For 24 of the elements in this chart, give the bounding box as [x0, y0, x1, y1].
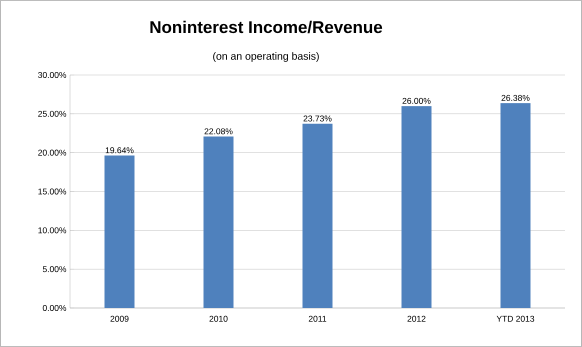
x-tick-label: YTD 2013	[496, 316, 534, 322]
bar	[104, 155, 134, 308]
bar	[500, 103, 530, 308]
y-tick-label: 25.00%	[38, 110, 66, 117]
bar	[204, 136, 234, 308]
bar	[302, 124, 332, 308]
x-tick-label: 2012	[408, 316, 426, 322]
data-label: 22.08%	[204, 128, 233, 134]
y-tick-label: 20.00%	[38, 150, 66, 156]
y-tick-label: 5.00%	[42, 266, 66, 272]
data-label: 19.64%	[106, 147, 134, 154]
y-tick-label: 0.00%	[42, 305, 66, 311]
bar	[402, 106, 432, 308]
data-label: 26.00%	[402, 98, 431, 104]
data-label: 23.73%	[304, 116, 332, 122]
x-tick-label: 2009	[110, 316, 129, 322]
y-tick-label: 15.00%	[38, 188, 66, 194]
x-tick-label: 2011	[308, 316, 326, 322]
x-tick-label: 2010	[210, 316, 228, 322]
y-tick-label: 30.00%	[38, 72, 66, 78]
chart-title: Noninterest Income/Revenue	[150, 20, 382, 34]
y-tick-label: 10.00%	[38, 227, 66, 234]
chart-subtitle: (on an operating basis)	[213, 52, 319, 62]
data-label: 26.38%	[502, 94, 530, 101]
